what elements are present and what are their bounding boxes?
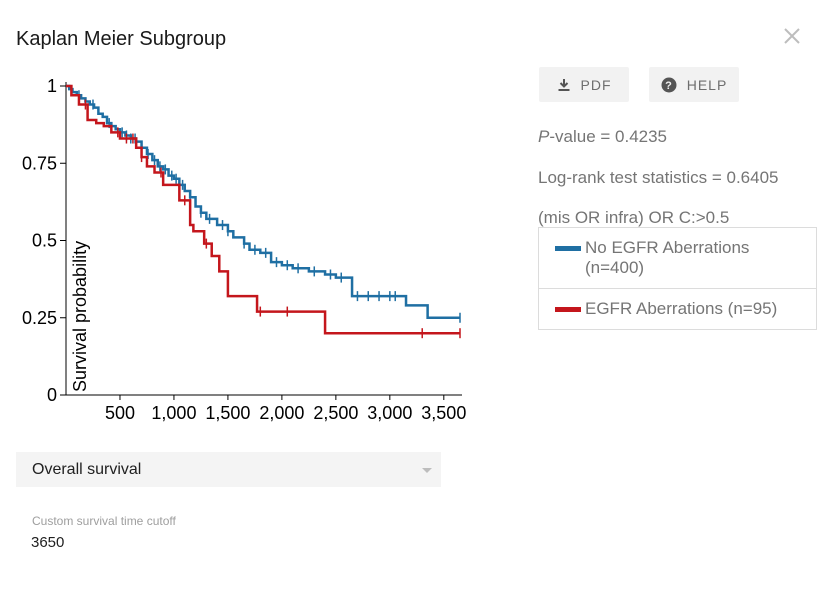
x-tick-label: 2,000 xyxy=(259,403,304,423)
y-tick-label: 0.75 xyxy=(22,153,57,173)
y-axis-label: Survival probability xyxy=(70,241,90,392)
pdf-label: PDF xyxy=(580,76,612,93)
kaplan-meier-chart: 0 0.25 0.5 0.75 1 500 1,000 1,500 2,000 2,500 3,00… xyxy=(22,76,466,423)
x-tick-label: 1,500 xyxy=(205,403,250,423)
cutoff-label: Custom survival time cutoff xyxy=(32,514,176,528)
cutoff-input[interactable] xyxy=(31,534,231,551)
legend-swatch-no-egfr xyxy=(555,246,581,251)
subgroup-query: (mis OR infra) OR C:>0.5 xyxy=(538,208,730,227)
survival-type-select[interactable]: Overall survival xyxy=(16,452,441,487)
x-tick-label: 2,500 xyxy=(313,403,358,423)
x-tick-label: 500 xyxy=(105,403,135,423)
x-tick-label: 1,000 xyxy=(151,403,196,423)
close-icon[interactable] xyxy=(781,25,803,47)
y-tick-label: 0.5 xyxy=(32,231,57,251)
chart-legend: No EGFR Aberrations (n=400) EGFR Aberrat… xyxy=(538,227,817,330)
x-tick-label: 3,500 xyxy=(421,403,466,423)
survival-type-value: Overall survival xyxy=(32,461,142,478)
svg-text:?: ? xyxy=(665,80,673,92)
legend-label-no-egfr: No EGFR Aberrations (n=400) xyxy=(585,238,750,277)
x-tick-label: 3,000 xyxy=(367,403,412,423)
legend-label-egfr: EGFR Aberrations (n=95) xyxy=(585,299,778,318)
y-tick-label: 1 xyxy=(47,76,57,96)
p-value: -value = 0.4235 xyxy=(549,127,668,146)
download-icon xyxy=(558,78,569,91)
series-line-0 xyxy=(66,84,460,319)
legend-item-no-egfr: No EGFR Aberrations (n=400) xyxy=(539,228,816,288)
chevron-down-icon xyxy=(422,468,432,473)
logrank-text: Log-rank test statistics = 0.6405 xyxy=(538,168,779,187)
legend-swatch-egfr xyxy=(555,307,581,312)
pdf-button[interactable]: PDF xyxy=(539,67,629,102)
help-label: HELP xyxy=(686,76,728,93)
chart-axes: 0 0.25 0.5 0.75 1 500 1,000 1,500 2,000 2,500 3,00… xyxy=(22,76,466,423)
legend-item-egfr: EGFR Aberrations (n=95) xyxy=(539,288,816,329)
series-line-1 xyxy=(66,84,460,335)
p-value-text: P-value = 0.4235 xyxy=(538,127,667,147)
help-icon: ? xyxy=(661,77,677,92)
chart-series xyxy=(66,84,461,339)
dialog-title: Kaplan Meier Subgroup xyxy=(16,28,227,50)
y-tick-label: 0 xyxy=(47,385,57,405)
help-button[interactable]: ? HELP xyxy=(649,67,739,102)
y-tick-label: 0.25 xyxy=(22,308,57,328)
p-label: P xyxy=(538,127,550,146)
